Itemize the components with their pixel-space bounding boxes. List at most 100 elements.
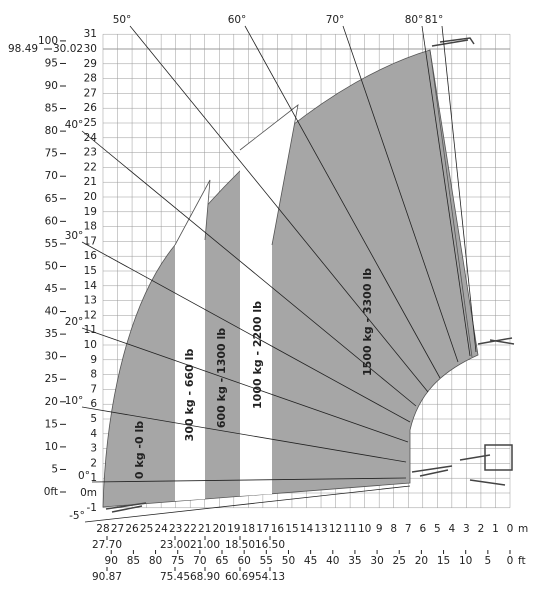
reach-m-label: 28 [96,523,109,535]
height-m-label: 10 [84,339,97,351]
angle-line [244,25,441,379]
angle-label: 40° [65,119,84,131]
reach-m: 18.50 [225,539,255,551]
max-height-m: 30.02 [53,43,83,55]
reach-ft-label: 60 [237,555,250,567]
reach-m-label: 27 [111,523,124,535]
reach-ft-label: 50 [282,555,295,567]
reach-m-label: 4 [449,523,456,535]
height-m-label: 7 [90,383,97,395]
zone-label: 300 kg - 660 lb [183,349,196,442]
height-ft-label: 75 [45,148,58,160]
reach-ft: 54.13 [255,571,285,583]
reach-m-label: 22 [184,523,197,535]
height-ft-label: 25 [45,373,58,385]
reach-m-label: 24 [154,523,168,535]
height-ft-label: 30 [45,351,58,363]
reach-m-label: 25 [140,523,153,535]
height-ft-label: 70 [45,170,58,182]
zone-label: 600 kg - 1300 lb [215,328,228,428]
height-m-label: 27 [84,87,97,99]
reach-m-label: 1 [492,523,499,535]
height-m-label: 21 [84,176,97,188]
height-ft-label: 0ft [44,486,58,498]
reach-m: 16.50 [255,539,285,551]
height-m-label: 23 [84,147,97,159]
load-zones [102,37,515,513]
angle-line [441,25,477,353]
angle-line [342,25,459,363]
reach-ft-label: 5 [485,555,492,567]
angle-lines [81,25,477,523]
height-ft-label: 85 [45,103,58,115]
angle-line [81,241,411,423]
white-zone [240,105,298,496]
angle-line [421,25,471,357]
height-m-label: 30 [84,43,97,55]
height-ft-label: 95 [45,57,58,69]
height-ft-label: 35 [45,328,58,340]
height-m-label: 28 [84,73,97,85]
reach-ft-label: 85 [127,555,140,567]
height-m-label: 4 [90,428,97,440]
reach-ft: 68.90 [190,571,220,583]
zone-label: 1500 kg - 3300 lb [361,268,374,376]
height-m-label: 24 [84,132,98,144]
angle-label: 70° [326,14,345,26]
reach-ft-label: 80 [149,555,162,567]
height-m-label: 18 [84,221,97,233]
height-ft-label: 80 [45,125,58,137]
labels: 50° 60° 70° 80° 81°40°30°20°10°0°-5°31302928… [8,13,528,584]
reach-m-label: 17 [256,523,269,535]
height-m-label: 22 [84,161,97,173]
reach-m-label: 0 [507,523,514,535]
height-ft-label: 40 [45,306,58,318]
height-m-label: 0m [80,487,97,499]
height-m-label: 26 [84,102,98,114]
reach-m-label: 13 [314,523,327,535]
reach-ft-label: 10 [459,555,472,567]
reach-m-label: 15 [285,523,298,535]
reach-ft-label: 15 [437,555,450,567]
max-height-ft: 98.49 [8,43,38,55]
height-m-label: 2 [90,457,97,469]
reach-m-label: 11 [343,523,356,535]
reach-ft-label: 65 [215,555,228,567]
reach-m: 21.00 [190,539,220,551]
reach-m-label: 20 [213,523,226,535]
height-m-label: 20 [84,191,97,203]
height-m-label: 29 [84,58,97,70]
reach-m-label: 7 [405,523,412,535]
height-ft-label: 90 [45,80,58,92]
height-m-label: 5 [90,413,97,425]
reach-m-label: 10 [358,523,371,535]
angle-label: -5° [69,510,85,522]
angle-line [91,477,407,483]
angle-line [84,485,411,523]
height-m-label: 14 [84,280,98,292]
height-ft-label: 50 [45,260,58,272]
reach-m-label: 19 [227,523,240,535]
height-m-label: 1 [90,472,97,484]
unit: m [518,523,528,535]
reach-m-label: 26 [125,523,139,535]
zone-border [429,49,473,358]
reach-m: 23.00 [160,539,190,551]
reach-ft-label: 55 [260,555,273,567]
reach-m-label: 5 [434,523,441,535]
angle-line [129,25,429,393]
zone-label: 1000 kg - 2200 lb [251,301,264,409]
reach-m-label: 3 [463,523,470,535]
reach-m-label: 12 [329,523,342,535]
reach-ft-label: 75 [171,555,184,567]
height-ft-label: 45 [45,283,58,295]
height-m-label: 11 [84,324,97,336]
height-m-label: 16 [84,250,98,262]
height-m-label: 25 [84,117,97,129]
height-ft-label: 60 [45,215,58,227]
zone-label: 0 kg -0 lb [133,421,146,479]
reach-m-label: 14 [300,523,314,535]
height-m-label: 6 [90,398,97,410]
reach-m-label: 21 [198,523,211,535]
